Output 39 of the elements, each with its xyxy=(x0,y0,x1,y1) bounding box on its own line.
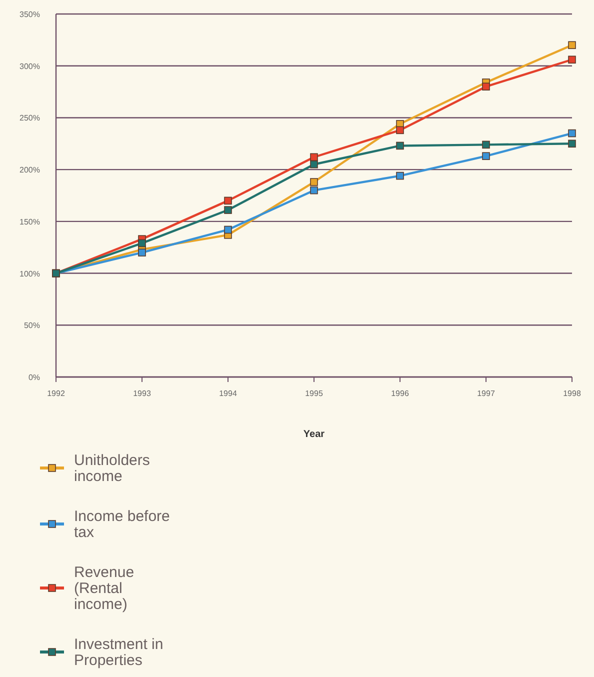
y-tick-label: 250% xyxy=(20,114,40,123)
x-tick-label: 1998 xyxy=(563,389,582,398)
legend-label: Revenue (Rental income) xyxy=(74,564,134,613)
point xyxy=(396,126,404,134)
y-tick-label: 150% xyxy=(20,217,40,226)
point xyxy=(138,239,146,248)
point xyxy=(310,186,318,194)
point xyxy=(568,140,576,148)
legend-label: Unitholders income xyxy=(74,452,150,485)
x-tick-label: 1992 xyxy=(47,389,66,398)
x-tick-label: 1993 xyxy=(133,389,152,398)
point xyxy=(482,140,490,149)
legend-label: Income before tax xyxy=(74,508,170,541)
x-tick-label: 1996 xyxy=(391,389,410,398)
point xyxy=(568,56,576,64)
point xyxy=(568,41,576,50)
point xyxy=(310,153,318,162)
legend-label: Investment in Properties xyxy=(74,636,164,669)
point xyxy=(396,172,404,180)
x-tick-label: 1994 xyxy=(219,389,238,398)
x-tick-label: 1995 xyxy=(305,389,324,398)
point xyxy=(224,206,232,214)
x-axis-title: Year xyxy=(303,429,325,440)
point xyxy=(482,82,490,90)
y-tick-label: 300% xyxy=(20,62,40,71)
point xyxy=(568,129,576,138)
point xyxy=(138,248,146,256)
point xyxy=(224,226,232,234)
y-tick-label: 100% xyxy=(20,269,40,278)
point xyxy=(310,178,318,186)
point xyxy=(396,142,404,150)
point xyxy=(224,196,232,205)
y-tick-label: 200% xyxy=(20,166,40,175)
y-tick-label: 350% xyxy=(20,10,40,19)
y-tick-label: 0% xyxy=(28,373,40,382)
point xyxy=(310,160,318,168)
point xyxy=(482,152,490,160)
x-tick-label: 1997 xyxy=(477,389,496,398)
y-tick-label: 50% xyxy=(24,321,40,330)
